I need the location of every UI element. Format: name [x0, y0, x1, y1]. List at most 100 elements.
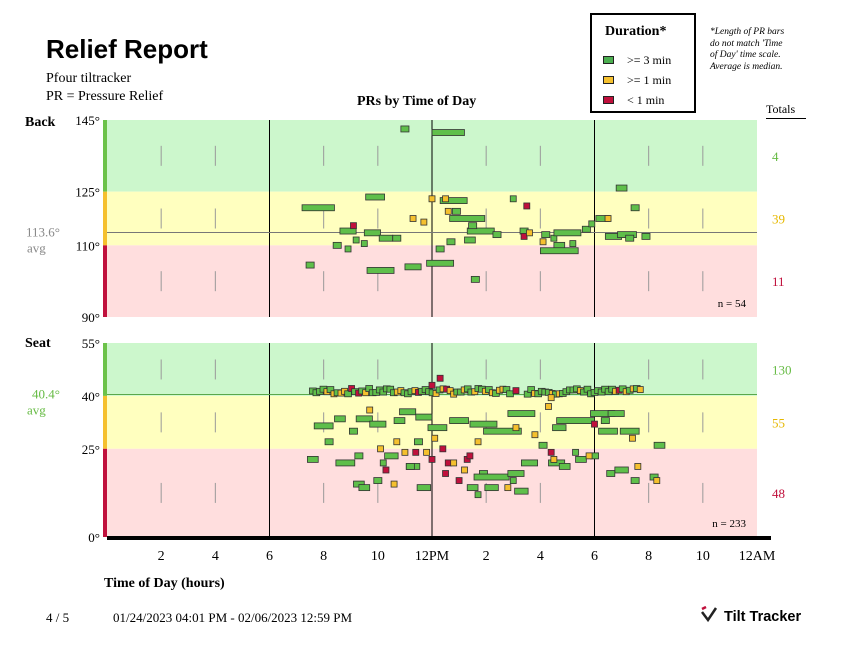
pr-mark-medium — [444, 207, 452, 215]
pr-mark-long — [431, 129, 465, 136]
pr-mark-long — [614, 466, 629, 474]
pr-mark-long — [369, 420, 387, 428]
pr-mark-long — [349, 427, 358, 435]
x-tick-label: 4 — [537, 549, 544, 564]
pr-mark-long — [344, 245, 352, 253]
pr-mark-long — [581, 225, 591, 233]
pr-mark-long — [313, 422, 334, 430]
pr-mark-medium — [450, 459, 458, 467]
pr-mark-long — [449, 215, 486, 222]
pr-mark-long — [449, 417, 469, 425]
y-tick-label: 55° — [82, 336, 100, 351]
pr-mark-long — [607, 410, 625, 417]
pr-mark-short — [591, 420, 598, 428]
pr-mark-long — [355, 415, 373, 423]
pr-mark-long — [541, 231, 551, 239]
pr-mark-long — [373, 477, 383, 484]
pr-mark-long — [379, 459, 387, 467]
pr-mark-long — [473, 473, 510, 481]
pr-mark-medium — [446, 387, 454, 395]
pr-mark-long — [521, 459, 539, 467]
pr-mark-medium — [531, 431, 539, 439]
duration-footnote: *Length of PR bars do not match 'Time of… — [710, 27, 785, 72]
pr-mark-long — [539, 247, 579, 255]
x-tick-label: 6 — [591, 549, 598, 564]
pr-mark-medium — [653, 477, 661, 484]
pr-mark-long — [509, 477, 517, 484]
x-tick-label: 6 — [266, 549, 273, 564]
zone-total-green: 130 — [772, 362, 792, 377]
panel-label-seat: Seat — [25, 336, 51, 351]
pr-mark-long — [469, 420, 498, 428]
zone-total-yellow: 39 — [772, 212, 785, 227]
pr-mark-medium — [539, 238, 547, 246]
x-tick-label: 2 — [158, 549, 165, 564]
pr-mark-medium — [390, 480, 398, 488]
pr-mark-long — [625, 234, 635, 242]
pr-mark-long — [324, 438, 334, 446]
x-axis-line — [107, 536, 771, 540]
pr-mark-long — [366, 267, 395, 274]
sample-count: n = 54 — [718, 298, 747, 310]
pr-mark-medium — [636, 386, 644, 393]
pr-mark-long — [393, 417, 406, 425]
legend-swatch-yellow — [603, 76, 614, 84]
pr-mark-long — [426, 259, 455, 267]
pr-mark-long — [360, 240, 368, 247]
pr-mark-long — [606, 470, 616, 477]
pr-mark-medium — [366, 406, 374, 414]
average-sub-label: avg — [27, 402, 46, 417]
pr-mark-long — [446, 238, 456, 246]
x-tick-label: 2 — [483, 549, 490, 564]
zone-total-green: 4 — [772, 149, 779, 164]
pr-mark-long — [378, 234, 394, 242]
sample-count: n = 233 — [712, 518, 746, 530]
pr-mark-long — [507, 410, 536, 417]
pr-mark-long — [307, 455, 319, 463]
pr-mark-long — [509, 195, 517, 203]
pr-mark-long — [619, 427, 640, 435]
pr-mark-long — [414, 438, 423, 446]
pr-mark-medium — [442, 195, 449, 203]
pr-mark-long — [569, 240, 577, 247]
pr-mark-medium — [545, 403, 552, 410]
pr-mark-long — [492, 231, 502, 239]
pr-mark-long — [400, 125, 410, 133]
report-title: Relief Report — [46, 34, 208, 64]
pr-mark-medium — [504, 484, 512, 492]
pr-mark-short — [512, 387, 520, 395]
pr-mark-long — [334, 415, 346, 423]
y-tick-label: 125° — [75, 185, 100, 200]
y-tick-label: 0° — [88, 530, 100, 545]
pr-mark-long — [335, 459, 356, 467]
y-tick-label: 25° — [82, 442, 100, 457]
device-name: Pfour tiltracker — [46, 71, 132, 86]
totals-header: Totals — [766, 102, 806, 119]
pr-mark-long — [415, 413, 433, 421]
pr-mark-medium — [401, 448, 409, 456]
pr-mark-long — [392, 234, 402, 242]
pr-mark-long — [435, 245, 445, 253]
pr-mark-medium — [377, 445, 384, 453]
pr-mark-long — [365, 193, 385, 201]
zone-indicator-green — [103, 120, 107, 192]
pr-mark-long — [641, 233, 651, 240]
pr-mark-medium — [431, 434, 439, 442]
pr-mark-long — [484, 484, 499, 492]
pr-mark-long — [588, 220, 596, 228]
checkmark-logo-icon — [700, 605, 718, 628]
chart-heading: PRs by Time of Day — [357, 94, 477, 109]
pr-mark-long — [354, 452, 364, 460]
pr-mark-short — [350, 222, 357, 230]
pr-mark-medium — [428, 195, 436, 203]
pr-mark-short — [436, 374, 444, 382]
pr-mark-long — [474, 491, 482, 499]
pr-mark-long — [506, 390, 514, 398]
zone-total-yellow: 55 — [772, 415, 785, 430]
x-tick-label: 12PM — [415, 549, 450, 564]
tilt-tracker-logo: Tilt Tracker — [700, 605, 801, 628]
pr-mark-long — [466, 484, 479, 492]
x-axis-title: Time of Day (hours) — [104, 576, 225, 591]
pr-mark-long — [468, 222, 478, 230]
